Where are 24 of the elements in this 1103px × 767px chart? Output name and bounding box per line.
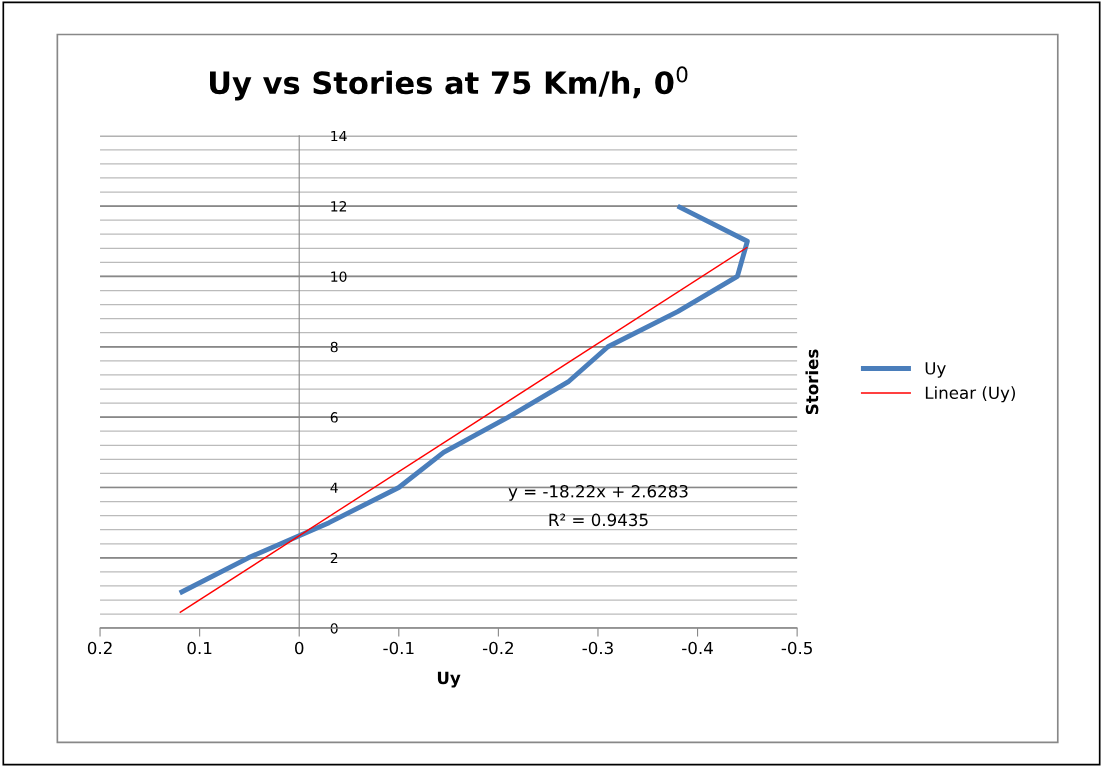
x-tick-label: 0.2: [87, 641, 112, 655]
y-tick-label: 0: [330, 623, 338, 634]
y-tick-label: 4: [330, 482, 338, 493]
x-tick-label: -0.4: [682, 641, 713, 655]
y-tick-label: 8: [330, 341, 338, 353]
x-tick-label: 0: [295, 641, 304, 655]
line-series: [177, 203, 750, 596]
annotation: R² = 0.9435: [549, 513, 648, 527]
y-axis-title: Stories: [805, 349, 819, 415]
x-axis-title: Uy: [437, 671, 461, 688]
chart-title: Uy vs Stories at 75 Km/h, 0$^{0}$: [210, 66, 688, 101]
y-tick-label: 12: [331, 201, 347, 212]
x-tick-label: -0.1: [383, 641, 414, 655]
x-tick-label: -0.5: [781, 641, 812, 655]
legend-label: Linear (Uy): [925, 386, 1015, 403]
x-tick-label: -0.2: [482, 641, 513, 655]
y-tick-label: 14: [331, 130, 347, 142]
annotation: y = -18.22x + 2.6283: [508, 484, 688, 501]
y-tick-label: 10: [331, 271, 347, 282]
x-tick-label: -0.3: [582, 641, 613, 655]
y-tick-label: 2: [330, 552, 338, 564]
x-tick-label: 0.1: [187, 641, 212, 655]
y-tick-label: 6: [330, 412, 338, 423]
legend-label: Uy: [925, 362, 946, 378]
